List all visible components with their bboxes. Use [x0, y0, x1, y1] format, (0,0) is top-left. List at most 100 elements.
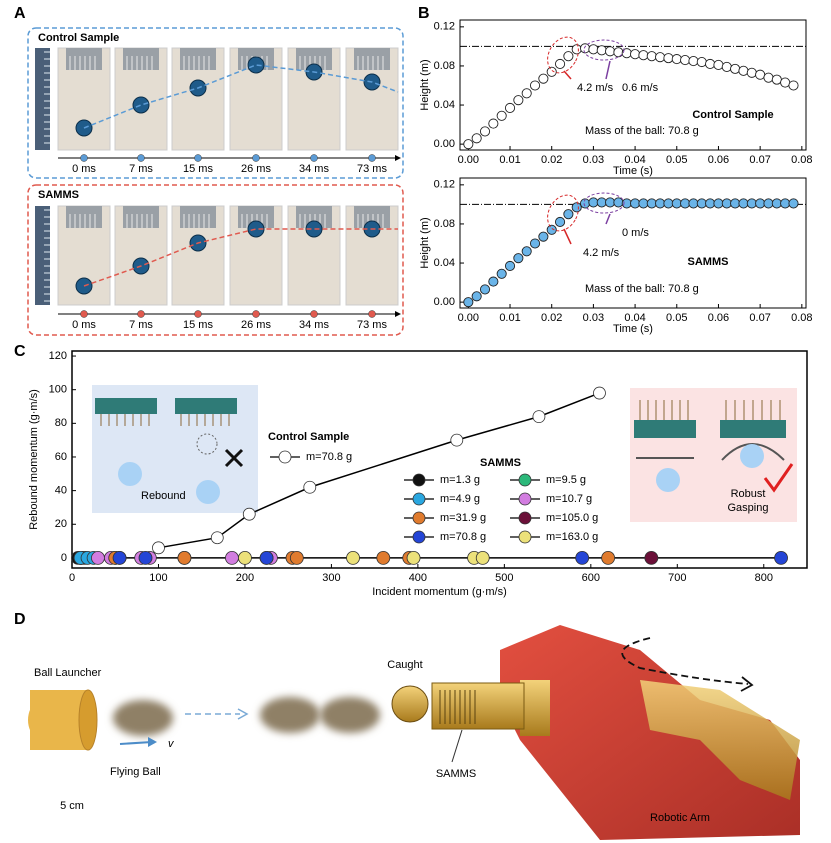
photo-fixture [123, 48, 159, 70]
label: Robotic Arm [650, 812, 710, 824]
time-dot [368, 310, 376, 318]
photo-ball [132, 96, 150, 114]
strip-title: Control Sample [38, 32, 119, 44]
velocity-head [148, 737, 157, 747]
data-point [471, 291, 482, 302]
annotation: SAMMS [688, 256, 729, 268]
data-point [571, 44, 582, 55]
inset-plate [720, 420, 786, 438]
velocity-arrow [119, 741, 153, 745]
plot-frame [71, 350, 808, 569]
inset-cross [224, 448, 244, 468]
x-tick-label: 0.04 [624, 154, 645, 166]
arm [500, 625, 800, 840]
data-point [479, 126, 491, 137]
legend-title: SAMMS [480, 457, 521, 469]
arrow [605, 60, 611, 80]
time-label: 34 ms [299, 163, 329, 175]
time-label: 26 ms [241, 163, 271, 175]
panel-label: B [418, 5, 430, 22]
time-dot [80, 310, 88, 318]
time-dot [80, 154, 88, 162]
data-point [638, 50, 649, 61]
pointer [451, 729, 463, 763]
data-point [521, 246, 532, 257]
data-point [788, 80, 799, 91]
data-point [780, 198, 791, 209]
photo-fixture [180, 206, 216, 228]
arrow [563, 70, 572, 80]
legend-title: Control Sample [268, 431, 349, 443]
legend-marker [412, 530, 426, 544]
data-point [746, 198, 757, 209]
data-point [774, 551, 788, 565]
annotation: 4.2 m/s [583, 247, 620, 259]
data-point [463, 297, 474, 308]
x-tick-label: 0.05 [666, 312, 687, 324]
data-point [721, 61, 732, 72]
data-point [471, 133, 482, 144]
arm-joint [640, 680, 800, 800]
x-tick-label: 700 [668, 572, 686, 584]
legend-marker [278, 450, 292, 464]
highlight [583, 192, 625, 214]
data-point [644, 551, 659, 565]
time-label: 15 ms [183, 319, 213, 331]
x-tick-label: 800 [755, 572, 773, 584]
data-point [554, 58, 566, 70]
time-label: 15 ms [183, 163, 213, 175]
data-point [504, 102, 516, 114]
inset-ball [196, 480, 220, 504]
x-tick-label: 0.00 [458, 312, 479, 324]
data-point [504, 260, 516, 272]
y-tick-label: 0.12 [434, 21, 455, 33]
plot-frame [459, 177, 807, 309]
x-tick-label: 300 [322, 572, 340, 584]
label: 5 cm [60, 800, 84, 812]
photo-fixture [354, 48, 390, 70]
caught-ball [391, 685, 429, 723]
data-point [655, 198, 666, 209]
inset-ball [740, 444, 764, 468]
flight-arrow-head [237, 708, 249, 720]
time-dot [310, 154, 318, 162]
data-point [475, 551, 490, 565]
x-tick-label: 500 [495, 572, 513, 584]
time-dot [194, 154, 202, 162]
data-point [630, 198, 641, 209]
data-point [546, 66, 557, 77]
data-point [605, 46, 616, 57]
y-tick-label: 0.04 [434, 99, 455, 111]
time-dot [252, 310, 260, 318]
annotation: Control Sample [692, 109, 773, 121]
data-point [646, 198, 657, 209]
strip-title: SAMMS [38, 189, 79, 201]
y-axis-label: Height (m) [419, 59, 431, 110]
inset-check [763, 463, 794, 493]
data-point [771, 198, 782, 209]
data-point [225, 551, 239, 565]
timeline-arrow [395, 155, 401, 161]
data-point [479, 284, 491, 295]
legend-marker [518, 473, 532, 487]
time-label: 7 ms [129, 319, 153, 331]
trajectory [83, 228, 398, 287]
data-point [303, 480, 317, 494]
data-point [755, 198, 766, 209]
data-point [496, 268, 507, 279]
x-tick-label: 0.06 [708, 154, 729, 166]
data-point [638, 198, 649, 209]
annotation: Mass of the ball: 70.8 g [585, 283, 699, 295]
blurred-ball [320, 697, 380, 733]
data-point [780, 77, 791, 88]
x-tick-label: 600 [582, 572, 600, 584]
panel-label: C [14, 343, 26, 360]
legend-marker [412, 492, 426, 506]
inset-label: Rebound [141, 490, 186, 502]
x-tick-label: 0.01 [499, 154, 520, 166]
highlight [583, 39, 625, 61]
data-point [755, 69, 766, 80]
time-dot [252, 154, 260, 162]
data-point [521, 88, 532, 99]
data-point [646, 51, 657, 62]
